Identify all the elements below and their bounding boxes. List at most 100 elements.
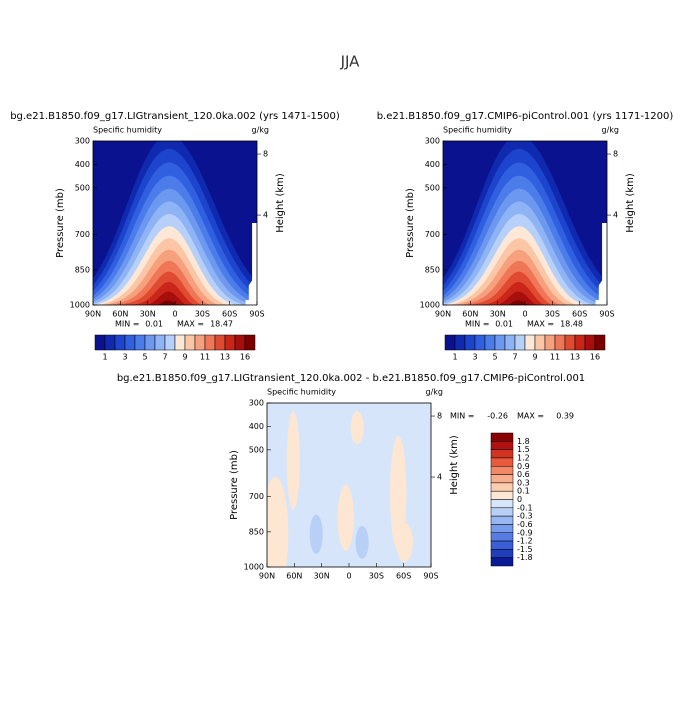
contour-fill	[267, 476, 289, 567]
figure-title: JJA	[340, 53, 361, 71]
contour-fill	[396, 522, 413, 563]
panel-subtitle: Specific humidity	[443, 126, 512, 135]
colorbar-label: 16	[240, 353, 250, 362]
contour-field	[267, 403, 431, 567]
max-value: 18.47	[210, 320, 233, 329]
x-tick-label: 90S	[423, 572, 438, 581]
colorbar-box	[534, 334, 546, 351]
contour-fill	[355, 526, 369, 559]
colorbar-label: -1.5	[517, 545, 533, 554]
panel-subtitle: Specific humidity	[267, 388, 336, 397]
y2-tick-label: 4	[437, 473, 442, 482]
colorbar-label: 0.9	[517, 462, 530, 471]
colorbar-box	[174, 334, 186, 351]
colorbar-label: -1.8	[517, 553, 533, 562]
max-value: 0.39	[556, 412, 574, 421]
colorbar-box	[444, 334, 456, 351]
panel-subtitle: Specific humidity	[93, 126, 162, 135]
x-tick-label: 30S	[545, 310, 560, 319]
contour-fill	[93, 291, 257, 305]
y-tick-label: 400	[249, 422, 264, 431]
colorbar-box	[124, 334, 136, 351]
y2-tick-label: 4	[263, 211, 268, 220]
colorbar-box	[554, 334, 566, 351]
colorbar-label: 1	[102, 353, 107, 362]
min-value: -0.26	[487, 412, 508, 421]
panel-title: bg.e21.B1850.f09_g17.LIGtransient_120.0k…	[10, 111, 340, 122]
colorbar-label: -0.6	[517, 520, 533, 529]
panel-title: b.e21.B1850.f09_g17.CMIP6-piControl.001 …	[377, 111, 674, 122]
contour-fill	[390, 435, 407, 551]
colorbar-box	[490, 499, 514, 509]
colorbar-label: 9	[182, 353, 187, 362]
contour-fill	[443, 291, 607, 305]
contour-fill	[350, 411, 364, 444]
y-tick-label: 1000	[420, 301, 440, 310]
x-tick-label: 60S	[222, 310, 237, 319]
y2-axis-label: Height (km)	[275, 173, 286, 233]
contour-fill	[443, 281, 607, 305]
colorbar-box	[154, 334, 166, 351]
y2-axis-label: Height (km)	[625, 173, 636, 233]
y2-tick-label: 8	[613, 150, 618, 159]
x-tick-label: 30N	[490, 310, 506, 319]
colorbar-label: 1.8	[517, 437, 530, 446]
max-label: MAX =	[517, 412, 544, 421]
y-tick-label: 300	[75, 137, 90, 146]
contour-fill	[286, 411, 300, 510]
colorbar-label: -1.2	[517, 537, 533, 546]
colorbar-box	[464, 334, 476, 351]
max-value: 18.48	[560, 320, 583, 329]
max-label: MAX =	[177, 320, 204, 329]
y-tick-label: 300	[425, 137, 440, 146]
x-tick-label: 90N	[85, 310, 101, 319]
colorbar-box	[490, 557, 514, 567]
y-tick-label: 1000	[70, 301, 90, 310]
units: g/kg	[602, 126, 619, 135]
y2-tick-label: 4	[613, 211, 618, 220]
colorbar-box	[454, 334, 466, 351]
units: g/kg	[426, 388, 443, 397]
colorbar-label: 13	[570, 353, 580, 362]
missing-region	[595, 223, 607, 305]
min-label: MIN =	[450, 412, 475, 421]
colorbar-box	[490, 449, 514, 459]
x-tick-label: 60S	[396, 572, 411, 581]
min-label: MIN =	[115, 320, 140, 329]
colorbar-box	[584, 334, 596, 351]
y2-tick-label: 8	[263, 150, 268, 159]
y-tick-label: 700	[249, 492, 264, 501]
colorbar-box	[224, 334, 236, 351]
colorbar-box	[524, 334, 536, 351]
colorbar-box	[490, 482, 514, 492]
colorbar-box	[544, 334, 556, 351]
min-value: 0.01	[495, 320, 513, 329]
colorbar-label: 3	[472, 353, 477, 362]
colorbar-label: 1.2	[517, 453, 530, 462]
colorbar-box	[194, 334, 206, 351]
colorbar-box	[114, 334, 126, 351]
x-tick-label: 60N	[112, 310, 128, 319]
colorbar-box	[574, 334, 586, 351]
y-tick-label: 700	[75, 230, 90, 239]
colorbar-label: -0.1	[517, 503, 533, 512]
colorbar-box	[594, 334, 606, 351]
contour-field	[93, 141, 257, 305]
y-tick-label: 850	[425, 265, 440, 274]
y-tick-label: 500	[75, 183, 90, 192]
units: g/kg	[252, 126, 269, 135]
x-tick-label: 30N	[140, 310, 156, 319]
colorbar-label: 11	[200, 353, 210, 362]
x-tick-label: 30S	[369, 572, 384, 581]
contour-field	[443, 141, 607, 305]
colorbar-box	[214, 334, 226, 351]
missing-region	[245, 223, 257, 305]
colorbar-box	[244, 334, 256, 351]
x-tick-label: 60S	[572, 310, 587, 319]
x-tick-label: 0	[346, 572, 351, 581]
colorbar-label: -0.3	[517, 512, 533, 521]
y-tick-label: 500	[249, 445, 264, 454]
panel-title: bg.e21.B1850.f09_g17.LIGtransient_120.0k…	[117, 373, 585, 384]
y-axis-label: Pressure (mb)	[229, 450, 240, 520]
